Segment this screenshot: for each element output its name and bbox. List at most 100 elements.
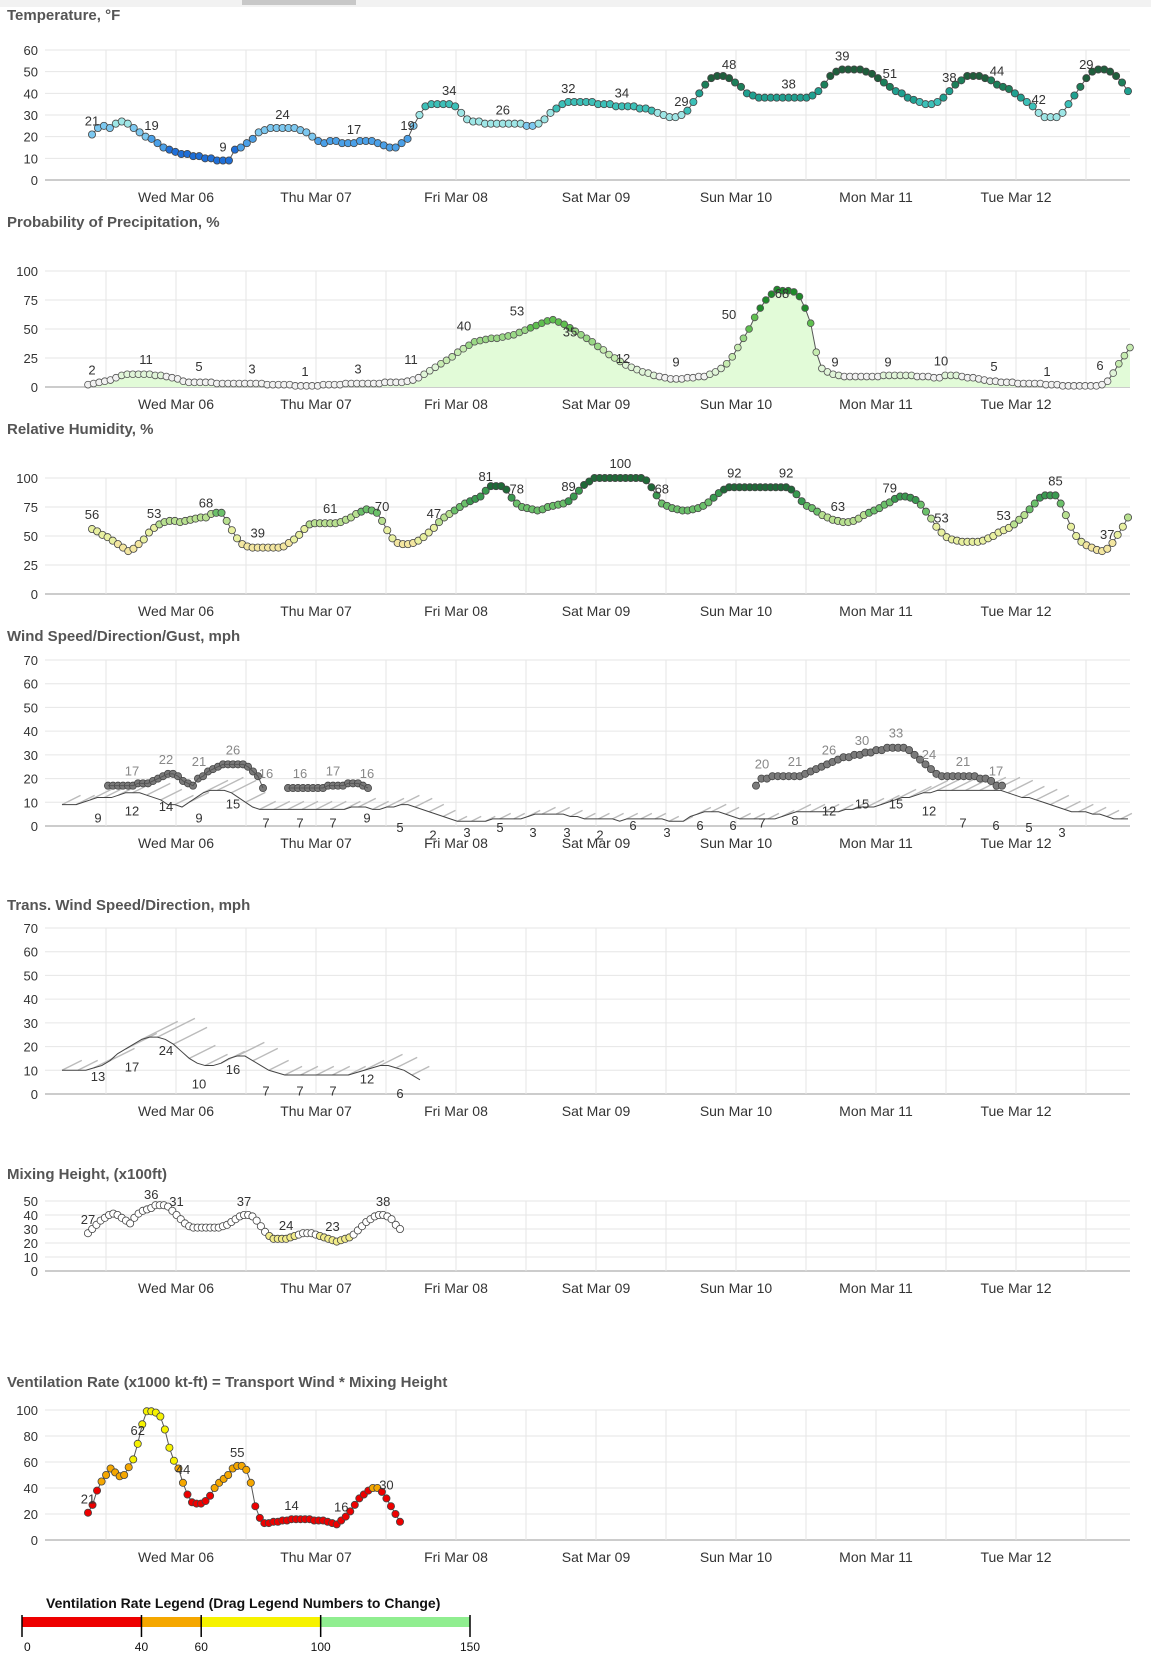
legend-bar[interactable]: 0 40 60 100 150 <box>18 1613 498 1657</box>
x-tick-label: Wed Mar 06 <box>138 1549 214 1565</box>
x-tick-label: Fri Mar 08 <box>424 189 488 205</box>
speed-label: 5 <box>1025 820 1032 835</box>
data-point <box>1106 67 1115 76</box>
wind-barb <box>584 812 596 820</box>
data-point <box>1056 499 1065 508</box>
speed-label: 15 <box>855 796 869 811</box>
data-label: 44 <box>990 64 1004 79</box>
data-label: 24 <box>275 107 289 122</box>
data-label: 51 <box>883 66 897 81</box>
data-point <box>689 98 698 107</box>
data-point <box>867 69 876 78</box>
x-tick-label: Mon Mar 11 <box>839 603 913 619</box>
data-point <box>939 93 948 102</box>
wind-barb <box>287 800 305 811</box>
y-tick-label: 25 <box>24 351 38 366</box>
data-point <box>565 324 574 332</box>
data-point <box>711 368 720 376</box>
data-point <box>295 530 304 539</box>
data-point <box>1118 78 1127 87</box>
legend-stop-label[interactable]: 0 <box>24 1640 31 1654</box>
data-point <box>153 139 162 148</box>
data-label: 55 <box>230 1445 244 1460</box>
data-point <box>728 353 737 361</box>
data-point <box>457 108 466 117</box>
data-label: 79 <box>882 480 896 495</box>
data-label: 26 <box>496 103 510 118</box>
data-point <box>564 497 573 506</box>
legend-stop-label[interactable]: 40 <box>135 1640 149 1654</box>
data-point <box>126 1219 135 1228</box>
wind-barb <box>767 812 780 820</box>
data-point <box>1061 511 1070 520</box>
wind-barb <box>640 812 653 820</box>
data-point <box>1016 93 1025 102</box>
data-point <box>695 89 704 98</box>
data-label: 2 <box>88 363 95 378</box>
x-tick-label: Sun Mar 10 <box>700 189 773 205</box>
data-label: 53 <box>147 506 161 521</box>
x-tick-label: Sat Mar 09 <box>562 1280 631 1296</box>
data-point <box>308 132 317 141</box>
y-tick-label: 30 <box>24 108 38 123</box>
top-scrollbar[interactable] <box>0 0 1151 7</box>
data-point <box>415 111 424 120</box>
legend-title: Ventilation Rate Legend (Drag Legend Num… <box>46 1595 441 1611</box>
wind-barb <box>160 788 183 801</box>
data-point <box>1070 91 1079 100</box>
y-tick-label: 0 <box>31 819 38 834</box>
data-point <box>388 534 397 543</box>
data-point <box>397 139 406 148</box>
data-point <box>826 72 835 81</box>
data-point <box>437 360 445 368</box>
chart-title-humidity: Relative Humidity, % <box>7 421 154 438</box>
data-label: 53 <box>510 304 524 319</box>
scrollbar-thumb[interactable] <box>242 0 356 5</box>
legend-stop-label[interactable]: 100 <box>311 1640 331 1654</box>
data-point <box>1103 544 1112 553</box>
x-tick-label: Wed Mar 06 <box>138 189 214 205</box>
speed-label: 6 <box>729 818 736 833</box>
data-label: 68 <box>775 286 789 301</box>
y-tick-label: 50 <box>24 322 38 337</box>
gust-label: 16 <box>259 766 273 781</box>
speed-label: 3 <box>529 825 536 840</box>
gust-line <box>288 782 369 789</box>
data-point <box>227 526 236 535</box>
wind-barb <box>89 788 112 801</box>
data-label: 11 <box>139 352 153 367</box>
data-point <box>1126 343 1134 352</box>
data-point <box>756 304 765 312</box>
x-tick-label: Tue Mar 12 <box>980 1549 1051 1565</box>
wind-barb <box>284 1065 303 1076</box>
data-point <box>156 1412 165 1421</box>
data-label: 21 <box>85 114 99 129</box>
data-point <box>102 1471 111 1480</box>
data-point <box>419 533 428 542</box>
data-point <box>820 80 829 89</box>
legend-stop-label[interactable]: 60 <box>195 1640 209 1654</box>
data-label: 34 <box>442 83 456 98</box>
data-label: 56 <box>85 507 99 522</box>
data-point <box>1020 511 1029 520</box>
data-point <box>1082 74 1091 83</box>
legend-stop-label[interactable]: 150 <box>460 1640 480 1654</box>
y-tick-label: 0 <box>31 1533 38 1548</box>
data-label: 30 <box>379 1477 393 1492</box>
y-tick-label: 20 <box>24 1507 38 1522</box>
data-point <box>709 493 718 502</box>
wind-barb <box>315 800 333 811</box>
wind-barb <box>866 797 885 808</box>
data-point <box>476 492 485 501</box>
data-point <box>1108 538 1117 547</box>
data-point <box>1118 522 1127 531</box>
data-point <box>135 128 144 137</box>
data-label: 14 <box>284 1498 298 1513</box>
wind-barb <box>499 812 511 820</box>
legend-segment <box>22 1617 142 1627</box>
data-label: 78 <box>510 482 524 497</box>
x-tick-label: Mon Mar 11 <box>839 1549 913 1565</box>
data-point <box>1010 89 1019 98</box>
data-label: 100 <box>610 456 632 471</box>
wind-barb <box>1050 794 1070 806</box>
